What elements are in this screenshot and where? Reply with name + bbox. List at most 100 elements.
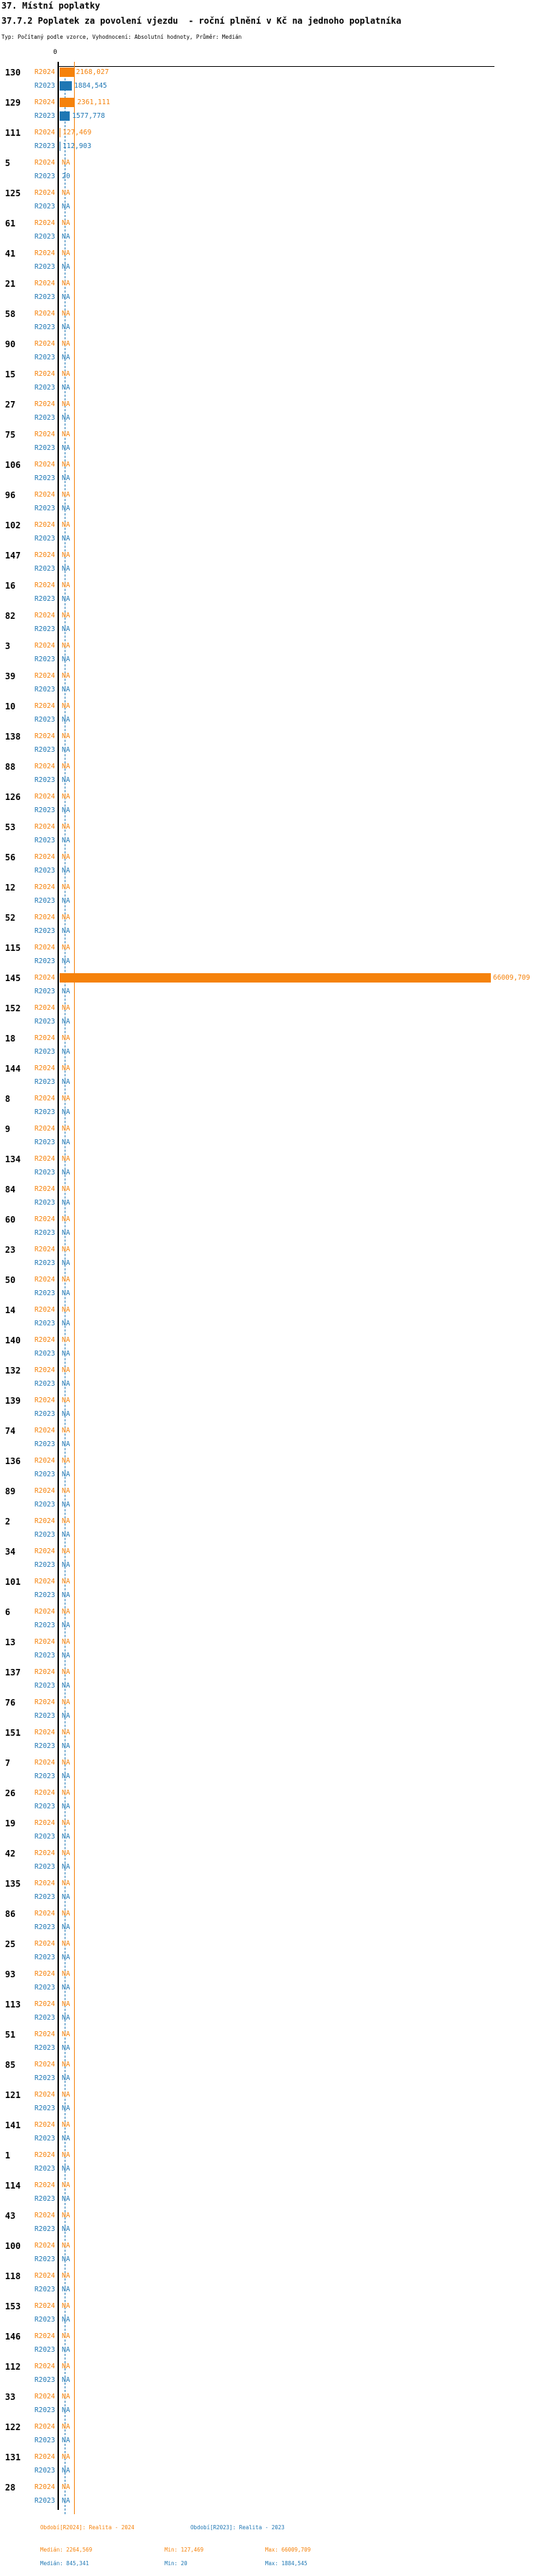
value-label: NA <box>62 776 70 784</box>
value-label: NA <box>62 1078 70 1086</box>
category-label: 7 <box>5 1758 11 1768</box>
value-label: NA <box>62 867 70 875</box>
value-label: NA <box>62 1366 70 1374</box>
value-label: NA <box>62 1259 70 1267</box>
category-label: 82 <box>5 611 16 621</box>
value-label: NA <box>62 1487 70 1495</box>
value-label: NA <box>62 505 70 512</box>
value-label: 66009,709 <box>493 974 530 982</box>
value-label: NA <box>62 1517 70 1525</box>
series-label: R2024 <box>34 461 55 469</box>
value-label: NA <box>62 2074 70 2082</box>
value-label: NA <box>62 1742 70 1750</box>
series-label: R2023 <box>34 82 55 90</box>
category-label: 106 <box>5 460 21 470</box>
value-label: NA <box>62 1034 70 1042</box>
series-label: R2023 <box>34 414 55 422</box>
value-label: NA <box>62 2467 70 2475</box>
value-label: NA <box>62 1004 70 1012</box>
category-label: 39 <box>5 671 16 681</box>
value-label: NA <box>62 189 70 197</box>
value-label: NA <box>62 414 70 422</box>
value-label: NA <box>62 1863 70 1871</box>
category-label: 144 <box>5 1064 21 1074</box>
series-label: R2024 <box>34 974 55 982</box>
series-label: R2024 <box>34 1155 55 1163</box>
category-label: 19 <box>5 1818 16 1828</box>
category-label: 53 <box>5 822 16 832</box>
chart-subtitle: 37.7.2 Poplatek za povolení vjezdu - roč… <box>1 16 402 26</box>
series-label: R2024 <box>34 914 55 921</box>
series-label: R2024 <box>34 2000 55 2008</box>
value-label: NA <box>62 1350 70 1358</box>
category-label: 140 <box>5 1335 21 1346</box>
value-label: NA <box>62 1397 70 1404</box>
value-label: NA <box>62 1215 70 1223</box>
series-label: R2023 <box>34 1440 55 1448</box>
value-label: NA <box>62 897 70 905</box>
median-line-r2024 <box>74 62 75 2514</box>
value-label: NA <box>62 686 70 694</box>
series-label: R2024 <box>34 249 55 257</box>
series-label: R2024 <box>34 2423 55 2431</box>
value-label: NA <box>62 1336 70 1344</box>
category-label: 134 <box>5 1154 21 1164</box>
series-label: R2024 <box>34 189 55 197</box>
value-label: NA <box>62 340 70 348</box>
category-label: 21 <box>5 279 16 289</box>
series-label: R2023 <box>34 2074 55 2082</box>
series-label: R2023 <box>34 1380 55 1388</box>
series-label: R2023 <box>34 716 55 724</box>
value-label: NA <box>62 1229 70 1237</box>
value-label: NA <box>62 474 70 482</box>
value-label: NA <box>62 159 70 167</box>
category-label: 145 <box>5 973 21 983</box>
series-label: R2024 <box>34 1729 55 1736</box>
series-label: R2023 <box>34 1199 55 1207</box>
series-label: R2024 <box>34 1004 55 1012</box>
series-label: R2024 <box>34 793 55 801</box>
value-label: NA <box>62 444 70 452</box>
value-label: NA <box>62 702 70 710</box>
category-label: 153 <box>5 2301 21 2312</box>
value-label: NA <box>62 2104 70 2112</box>
value-label: NA <box>62 2181 70 2189</box>
value-label: NA <box>62 2014 70 2022</box>
series-label: R2024 <box>34 2483 55 2491</box>
series-label: R2023 <box>34 2014 55 2022</box>
series-label: R2024 <box>34 400 55 408</box>
series-label: R2024 <box>34 1759 55 1767</box>
category-label: 115 <box>5 943 21 953</box>
value-label: NA <box>62 1712 70 1720</box>
series-label: R2023 <box>34 686 55 694</box>
value-label: NA <box>62 2225 70 2233</box>
value-label: NA <box>62 1561 70 1569</box>
category-label: 125 <box>5 188 21 198</box>
value-label: NA <box>62 1380 70 1388</box>
value-label: NA <box>62 2363 70 2370</box>
category-label: 42 <box>5 1849 16 1859</box>
series-label: R2024 <box>34 1306 55 1314</box>
value-label: NA <box>62 1622 70 1629</box>
value-label: NA <box>62 2437 70 2444</box>
series-label: R2023 <box>34 1561 55 1569</box>
value-label: NA <box>62 1531 70 1539</box>
series-label: R2024 <box>34 1880 55 1887</box>
series-label: R2023 <box>34 1742 55 1750</box>
value-label: NA <box>62 1954 70 1961</box>
value-label: NA <box>62 2255 70 2263</box>
value-label: NA <box>62 1169 70 1177</box>
value-label: NA <box>62 1698 70 1706</box>
series-label: R2023 <box>34 2255 55 2263</box>
value-label: NA <box>62 1608 70 1616</box>
legend-max-r2023: Max: 1884,545 <box>265 2560 308 2567</box>
value-label: NA <box>62 263 70 271</box>
category-label: 50 <box>5 1275 16 1285</box>
value-label: NA <box>62 823 70 831</box>
category-label: 90 <box>5 339 16 349</box>
series-label: R2023 <box>34 625 55 633</box>
value-label: NA <box>62 1893 70 1901</box>
bar <box>60 111 70 121</box>
series-label: R2023 <box>34 2376 55 2384</box>
series-label: R2023 <box>34 535 55 543</box>
